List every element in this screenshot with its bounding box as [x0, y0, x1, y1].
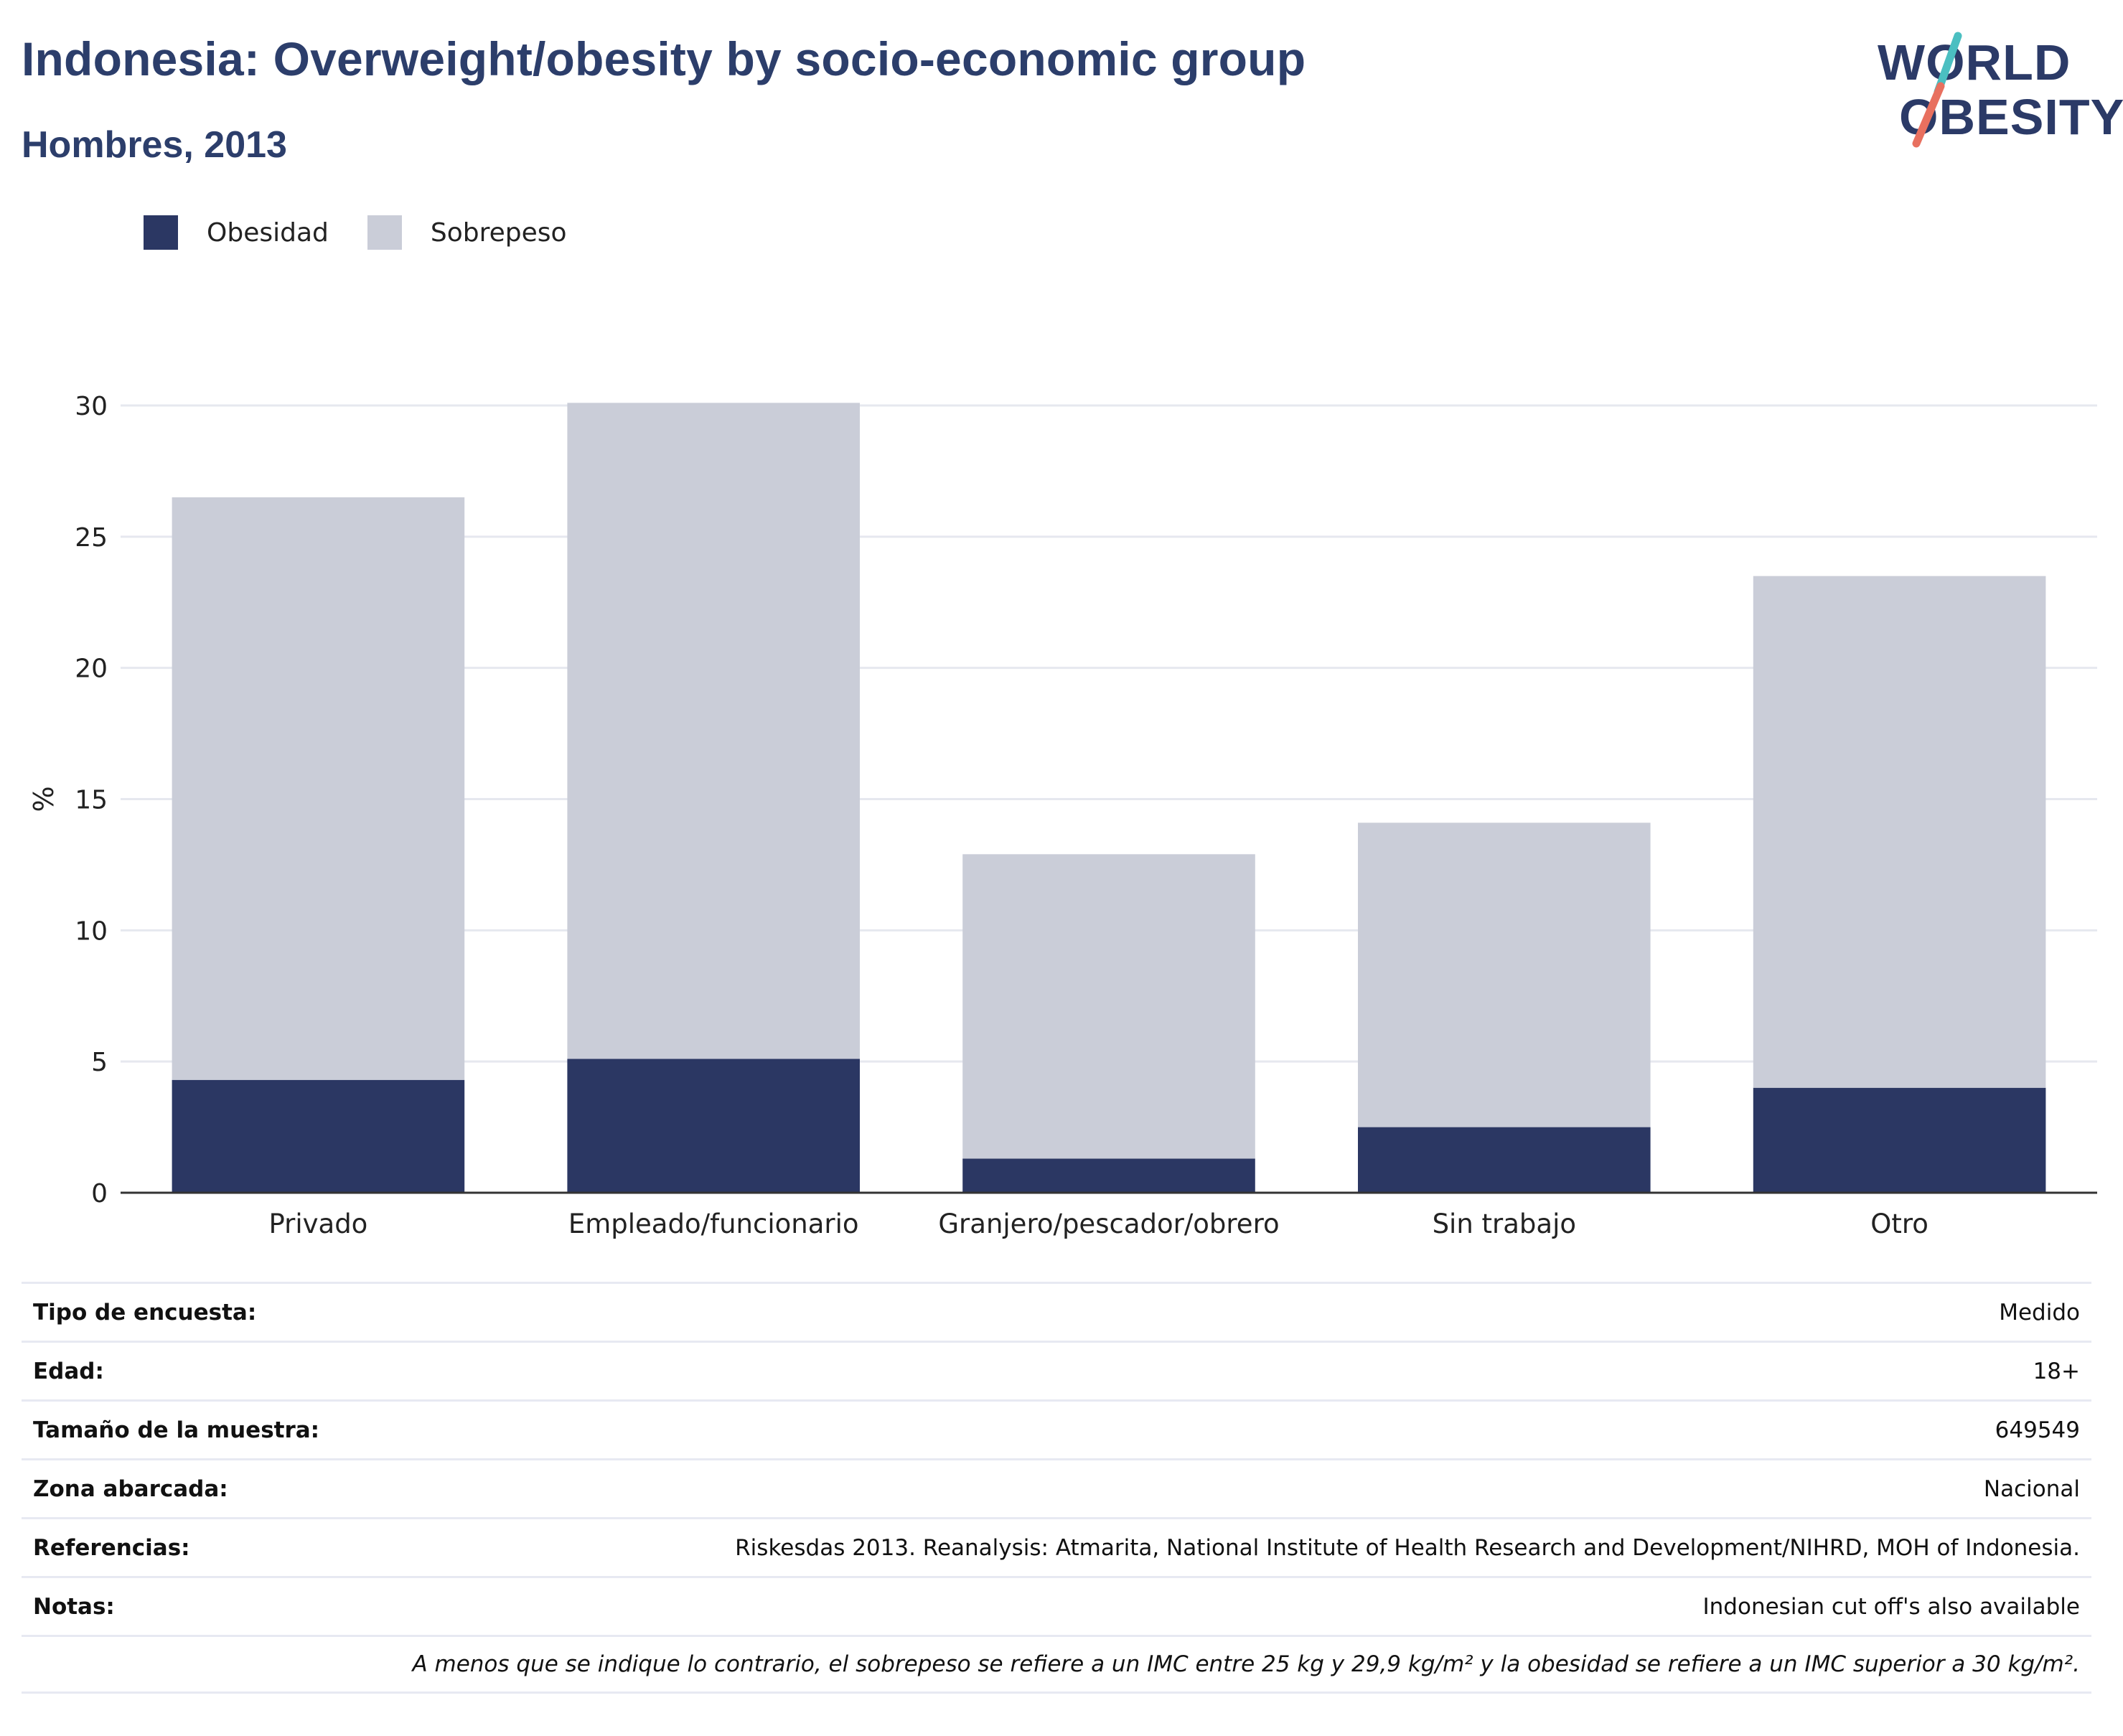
y-tick-label: 10	[75, 916, 108, 946]
metadata-row: Tamaño de la muestra: 649549	[22, 1399, 2091, 1458]
metadata-row: Zona abarcada: Nacional	[22, 1458, 2091, 1517]
metadata-value: 649549	[1995, 1417, 2080, 1443]
legend-item-sobrepeso[interactable]: Sobrepeso	[367, 215, 567, 250]
metadata-key: Edad:	[33, 1358, 104, 1384]
y-tick-label: 0	[91, 1179, 108, 1209]
x-tick-label: Sin trabajo	[1433, 1209, 1576, 1239]
page-title: Indonesia: Overweight/obesity by socio-e…	[22, 32, 1306, 85]
bar-obesidad	[172, 1079, 465, 1193]
legend-label-sobrepeso: Sobrepeso	[430, 217, 567, 248]
y-tick-label: 15	[75, 786, 108, 815]
x-tick-label: Privado	[268, 1209, 367, 1239]
metadata-value: Medido	[1999, 1299, 2080, 1326]
metadata-key: Zona abarcada:	[33, 1475, 228, 1502]
bar-sobrepeso	[962, 854, 1255, 1159]
metadata-value: 18+	[2033, 1358, 2080, 1384]
bar-sobrepeso	[172, 497, 465, 1080]
logo-line-1: WORLD	[1878, 34, 2071, 90]
x-tick-label: Empleado/funcionario	[568, 1209, 859, 1239]
legend-label-obesidad: Obesidad	[207, 217, 329, 248]
metadata-row: Referencias: Riskesdas 2013. Reanalysis: …	[22, 1517, 2091, 1576]
metadata-key: Referencias:	[33, 1534, 190, 1561]
legend-swatch-sobrepeso	[367, 215, 402, 250]
y-tick-label: 25	[75, 523, 108, 553]
stacked-bar-chart: 0 5 10 15 20 25 30% Privado Empleado/funcionario…	[28, 392, 2097, 1239]
metadata-key: Tamaño de la muestra:	[33, 1417, 320, 1443]
y-axis-title: %	[28, 786, 60, 812]
y-tick-label: 5	[91, 1048, 108, 1077]
metadata-key: Tipo de encuesta:	[33, 1299, 257, 1326]
metadata-row: Tipo de encuesta: Medido	[22, 1282, 2091, 1341]
legend-swatch-obesidad	[144, 215, 178, 250]
y-tick-label: 20	[75, 654, 108, 684]
metadata-value: Riskesdas 2013. Reanalysis: Atmarita, Na…	[735, 1534, 2080, 1561]
bar-sobrepeso	[1358, 822, 1651, 1127]
logo-slash-icon	[1912, 32, 1962, 148]
bar-obesidad	[1753, 1087, 2046, 1193]
chart-subtitle: Hombres, 2013	[22, 124, 287, 166]
bar-obesidad	[567, 1059, 860, 1193]
metadata-table: Tipo de encuesta: Medido Edad: 18+ Tamaño de…	[22, 1282, 2091, 1694]
metadata-row: Notas: Indonesian cut off's also availabl…	[22, 1576, 2091, 1635]
x-tick-label: Granjero/pescador/obrero	[938, 1209, 1279, 1239]
chart-legend: Obesidad Sobrepeso	[144, 215, 606, 250]
metadata-value: Nacional	[1983, 1475, 2080, 1502]
metadata-row: Edad: 18+	[22, 1341, 2091, 1399]
metadata-value: Indonesian cut off's also available	[1702, 1593, 2080, 1620]
x-tick-label: Otro	[1870, 1209, 1928, 1239]
bar-sobrepeso	[1753, 576, 2046, 1088]
footnote: A menos que se indique lo contrario, el …	[22, 1635, 2091, 1694]
bar-sobrepeso	[567, 403, 860, 1059]
metadata-key: Notas:	[33, 1593, 115, 1620]
bar-obesidad	[1358, 1127, 1651, 1193]
legend-item-obesidad[interactable]: Obesidad	[144, 215, 329, 250]
world-obesity-logo: WORLD OBESITY	[1866, 22, 2123, 154]
bar-obesidad	[962, 1158, 1255, 1193]
y-tick-label: 30	[75, 392, 108, 421]
